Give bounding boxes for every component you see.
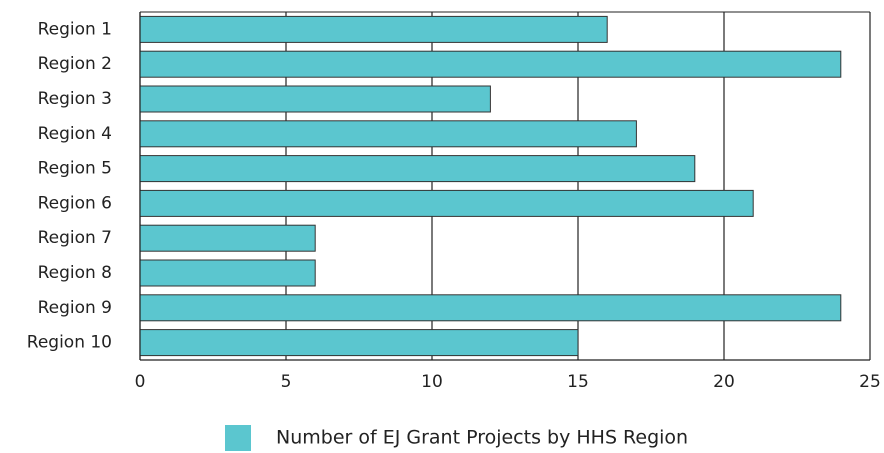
y-tick-label: Region 8 [38, 263, 112, 283]
bar [139, 15, 608, 43]
x-tick-label: 10 [421, 372, 443, 392]
bar [139, 294, 842, 322]
bar [139, 259, 316, 287]
legend-swatch [225, 425, 251, 451]
legend-label: Number of EJ Grant Projects by HHS Regio… [276, 427, 688, 449]
bar [139, 155, 696, 183]
y-tick-label: Region 7 [38, 228, 112, 248]
bar [139, 120, 637, 148]
bar [139, 329, 579, 357]
y-tick-label: Region 5 [38, 159, 112, 179]
y-tick-label: Region 6 [38, 193, 112, 213]
x-tick-label: 0 [135, 372, 146, 392]
y-tick-label: Region 4 [38, 124, 112, 144]
x-tick-label: 15 [567, 372, 589, 392]
y-tick-label: Region 9 [38, 298, 112, 318]
x-tick-label: 5 [281, 372, 292, 392]
bar [139, 189, 754, 217]
x-tick-label: 20 [713, 372, 735, 392]
y-tick-label: Region 1 [38, 19, 112, 39]
y-tick-label: Region 3 [38, 89, 112, 109]
y-tick-label: Region 2 [38, 54, 112, 74]
bar [139, 85, 491, 113]
x-tick-label: 25 [859, 372, 881, 392]
bar [139, 50, 842, 78]
bar [139, 224, 316, 252]
y-tick-label: Region 10 [27, 333, 112, 353]
